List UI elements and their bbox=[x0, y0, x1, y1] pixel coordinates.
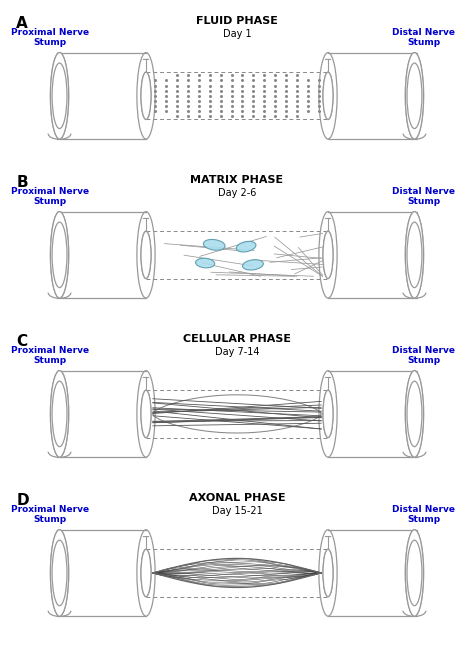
Ellipse shape bbox=[141, 72, 151, 120]
Ellipse shape bbox=[52, 222, 67, 287]
Ellipse shape bbox=[141, 390, 151, 437]
Ellipse shape bbox=[50, 52, 69, 139]
Ellipse shape bbox=[405, 212, 424, 298]
Ellipse shape bbox=[323, 390, 333, 437]
Ellipse shape bbox=[141, 72, 151, 120]
Ellipse shape bbox=[50, 530, 69, 616]
Text: Distal Nerve
Stump: Distal Nerve Stump bbox=[392, 187, 455, 206]
Ellipse shape bbox=[407, 540, 422, 606]
Ellipse shape bbox=[407, 63, 422, 129]
Text: Proximal Nerve
Stump: Proximal Nerve Stump bbox=[11, 28, 90, 47]
Text: Distal Nerve
Stump: Distal Nerve Stump bbox=[392, 28, 455, 47]
Text: Distal Nerve
Stump: Distal Nerve Stump bbox=[392, 505, 455, 524]
Ellipse shape bbox=[407, 381, 422, 446]
Ellipse shape bbox=[203, 240, 225, 250]
Ellipse shape bbox=[141, 549, 151, 597]
Ellipse shape bbox=[323, 72, 333, 120]
Text: B: B bbox=[16, 175, 28, 190]
Ellipse shape bbox=[141, 549, 151, 597]
Ellipse shape bbox=[196, 258, 215, 268]
Ellipse shape bbox=[52, 540, 67, 606]
Ellipse shape bbox=[407, 222, 422, 287]
Text: A: A bbox=[16, 16, 28, 31]
Text: Proximal Nerve
Stump: Proximal Nerve Stump bbox=[11, 505, 90, 524]
Ellipse shape bbox=[405, 530, 424, 616]
Text: Day 7-14: Day 7-14 bbox=[215, 347, 259, 357]
Ellipse shape bbox=[405, 52, 424, 139]
Ellipse shape bbox=[243, 260, 264, 270]
Ellipse shape bbox=[141, 390, 151, 437]
Ellipse shape bbox=[323, 231, 333, 278]
Text: Day 15-21: Day 15-21 bbox=[211, 506, 263, 516]
Ellipse shape bbox=[407, 63, 422, 129]
Ellipse shape bbox=[52, 540, 67, 606]
Text: CELLULAR PHASE: CELLULAR PHASE bbox=[183, 334, 291, 344]
Ellipse shape bbox=[407, 540, 422, 606]
Text: MATRIX PHASE: MATRIX PHASE bbox=[191, 175, 283, 185]
Ellipse shape bbox=[323, 231, 333, 278]
Ellipse shape bbox=[52, 222, 67, 287]
Ellipse shape bbox=[50, 371, 69, 457]
Ellipse shape bbox=[50, 212, 69, 298]
Text: Proximal Nerve
Stump: Proximal Nerve Stump bbox=[11, 187, 90, 206]
Text: D: D bbox=[16, 494, 29, 508]
Ellipse shape bbox=[52, 63, 67, 129]
Text: C: C bbox=[16, 334, 27, 349]
Ellipse shape bbox=[50, 371, 69, 457]
Ellipse shape bbox=[141, 231, 151, 278]
Text: Day 2-6: Day 2-6 bbox=[218, 188, 256, 198]
Ellipse shape bbox=[50, 530, 69, 616]
Ellipse shape bbox=[323, 549, 333, 597]
Ellipse shape bbox=[52, 381, 67, 446]
Ellipse shape bbox=[52, 63, 67, 129]
Ellipse shape bbox=[50, 52, 69, 139]
Ellipse shape bbox=[405, 530, 424, 616]
Ellipse shape bbox=[141, 231, 151, 278]
Text: FLUID PHASE: FLUID PHASE bbox=[196, 16, 278, 26]
Ellipse shape bbox=[405, 371, 424, 457]
Ellipse shape bbox=[323, 72, 333, 120]
Ellipse shape bbox=[405, 371, 424, 457]
Ellipse shape bbox=[52, 381, 67, 446]
Ellipse shape bbox=[405, 212, 424, 298]
Ellipse shape bbox=[405, 52, 424, 139]
Ellipse shape bbox=[323, 390, 333, 437]
Ellipse shape bbox=[407, 381, 422, 446]
Ellipse shape bbox=[323, 549, 333, 597]
Text: Proximal Nerve
Stump: Proximal Nerve Stump bbox=[11, 346, 90, 365]
Text: Day 1: Day 1 bbox=[223, 29, 251, 39]
Text: Distal Nerve
Stump: Distal Nerve Stump bbox=[392, 346, 455, 365]
Text: AXONAL PHASE: AXONAL PHASE bbox=[189, 494, 285, 503]
Ellipse shape bbox=[50, 212, 69, 298]
Ellipse shape bbox=[407, 222, 422, 287]
Ellipse shape bbox=[236, 242, 256, 252]
